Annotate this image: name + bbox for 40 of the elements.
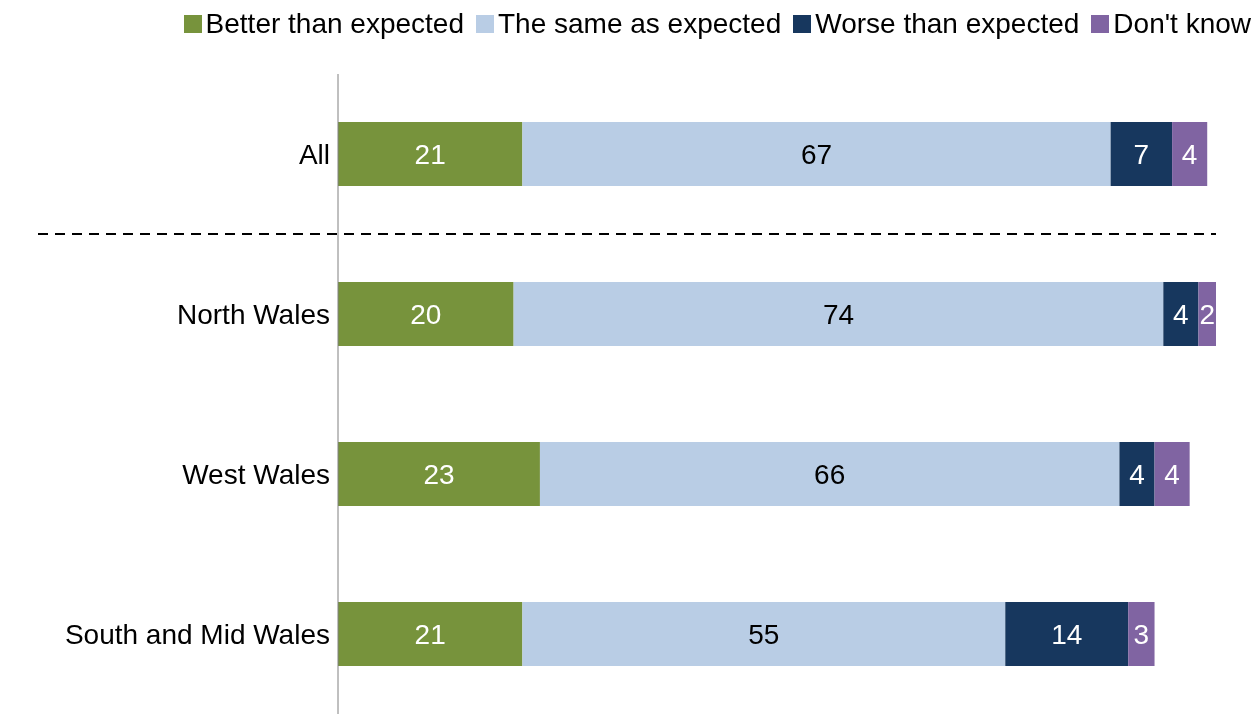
bar (1110, 122, 1173, 186)
data-label: 4 (1164, 458, 1180, 490)
bar (1163, 282, 1199, 346)
bar (338, 442, 540, 506)
y-tick-label: West Wales (182, 458, 330, 490)
data-label: 67 (800, 138, 833, 170)
bar (1154, 442, 1190, 506)
bar (522, 602, 1006, 666)
bar (338, 122, 523, 186)
bar (1119, 442, 1155, 506)
bar (522, 122, 1111, 186)
bar (513, 282, 1164, 346)
data-label: 23 (423, 458, 455, 490)
bar (1172, 122, 1208, 186)
data-label: 14 (1051, 618, 1083, 650)
data-label: 21 (414, 618, 446, 650)
data-label: 4 (1173, 298, 1189, 330)
data-label: 7 (1133, 138, 1150, 170)
data-label: 3 (1133, 618, 1150, 650)
bar (338, 282, 514, 346)
legend-label: The same as expected (497, 8, 782, 40)
bar (1128, 602, 1155, 666)
bar (338, 602, 523, 666)
data-label: 20 (410, 298, 442, 330)
data-label: 55 (748, 618, 780, 650)
bar (1005, 602, 1129, 666)
data-label: 74 (822, 298, 855, 330)
bar (539, 442, 1120, 506)
data-label: 2 (1199, 298, 1216, 330)
bar (1198, 282, 1216, 346)
legend-label: Better than expected (205, 8, 464, 40)
data-label: 4 (1181, 138, 1198, 170)
y-tick-label: All (298, 138, 330, 170)
legend-label: Worse than expected (815, 8, 1080, 40)
y-tick-label: North Wales (176, 298, 330, 330)
y-tick-label: South and Mid Wales (64, 618, 330, 650)
data-label: 66 (814, 458, 846, 490)
data-label: 21 (414, 138, 446, 170)
data-label: 4 (1129, 458, 1145, 490)
legend-label: Don't know (1113, 8, 1251, 40)
